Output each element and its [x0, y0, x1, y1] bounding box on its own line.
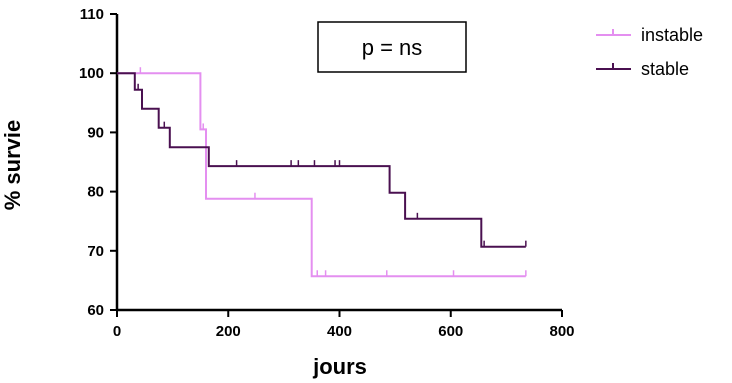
x-tick-label: 600: [438, 323, 463, 340]
annotation-text: p = ns: [362, 35, 423, 60]
x-tick-label: 400: [327, 323, 352, 340]
legend: instable stable: [596, 25, 703, 79]
y-tick-label: 110: [80, 6, 104, 23]
y-tick-label: 100: [79, 65, 104, 82]
legend-label-instable: instable: [641, 25, 703, 45]
series-line-stable: [117, 73, 526, 247]
y-axis-ticks: 60 70 80 90 100 110: [79, 6, 117, 319]
y-axis-title: % survie: [0, 120, 25, 211]
x-axis-ticks: 0 200 400 600 800: [113, 310, 575, 340]
series-layer: [117, 67, 526, 276]
x-tick-label: 0: [113, 323, 121, 340]
y-tick-label: 90: [87, 124, 104, 141]
y-tick-label: 80: [87, 184, 104, 201]
x-tick-label: 200: [216, 323, 241, 340]
x-tick-label: 800: [549, 323, 574, 340]
x-axis-title: jours: [312, 354, 367, 379]
series-line-instable: [117, 73, 526, 276]
y-tick-label: 60: [87, 302, 104, 319]
legend-label-stable: stable: [641, 59, 689, 79]
y-tick-label: 70: [87, 243, 104, 260]
